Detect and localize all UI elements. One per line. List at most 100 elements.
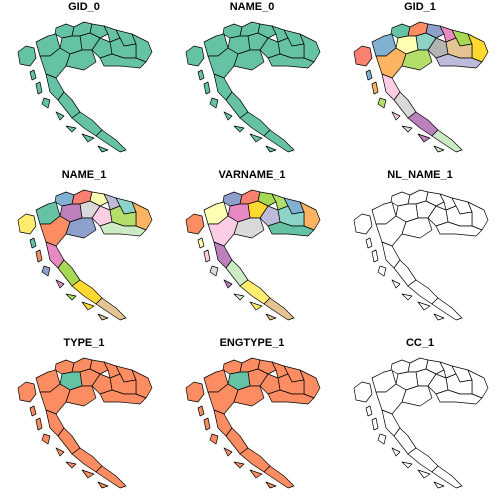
island-region: [97, 313, 109, 321]
county-region: [435, 221, 483, 237]
island-region: [97, 481, 109, 489]
panel-title: VARNAME_1: [218, 169, 286, 181]
island-region: [41, 265, 51, 277]
county-region: [267, 221, 315, 237]
panel-title: ENGTYPE_1: [219, 337, 285, 349]
island-region: [209, 97, 219, 109]
island-region: [55, 111, 65, 121]
county-region: [99, 389, 147, 405]
island-region: [209, 265, 219, 277]
island-region: [365, 405, 373, 417]
county-region: [257, 23, 277, 39]
county-region: [71, 111, 103, 137]
county-region: [65, 217, 97, 239]
croatia-map: [353, 189, 489, 321]
island-region: [197, 405, 205, 417]
county-region: [431, 129, 463, 153]
map-panel-name-0: NAME_0: [168, 0, 336, 168]
island-region: [65, 461, 77, 469]
county-region: [353, 381, 373, 403]
county-region: [425, 191, 445, 207]
county-region: [435, 53, 483, 69]
island-region: [233, 293, 245, 301]
map-panel-nl-name-1: NL_NAME_1: [336, 168, 504, 336]
island-region: [249, 301, 263, 311]
island-region: [377, 265, 387, 277]
island-region: [377, 97, 387, 109]
island-region: [35, 249, 43, 263]
county-region: [233, 217, 265, 239]
island-region: [249, 133, 263, 143]
island-region: [391, 279, 401, 289]
croatia-map: [185, 21, 321, 153]
panel-title: NAME_1: [61, 169, 107, 181]
county-region: [95, 129, 127, 153]
island-region: [401, 293, 413, 301]
island-region: [55, 279, 65, 289]
island-region: [197, 237, 205, 249]
county-region: [257, 191, 277, 207]
map-panel-varname-1: VARNAME_1: [168, 168, 336, 336]
map-panel-type-1: TYPE_1: [0, 336, 168, 504]
island-region: [265, 481, 277, 489]
island-region: [81, 469, 95, 479]
island-region: [265, 145, 277, 153]
county-region: [257, 359, 277, 375]
county-region: [17, 213, 37, 235]
county-region: [353, 45, 373, 67]
croatia-map: [17, 189, 153, 321]
map-panel-cc-1: CC_1: [336, 336, 504, 504]
island-region: [223, 111, 233, 121]
county-region: [233, 385, 265, 407]
island-region: [203, 249, 211, 263]
county-region: [353, 213, 373, 235]
island-region: [401, 125, 413, 133]
county-region: [233, 49, 265, 71]
county-region: [99, 53, 147, 69]
island-region: [65, 125, 77, 133]
county-region: [89, 191, 109, 207]
county-region: [425, 23, 445, 39]
island-region: [265, 313, 277, 321]
croatia-map: [185, 189, 321, 321]
county-region: [95, 297, 127, 321]
county-region: [239, 279, 271, 305]
island-region: [365, 69, 373, 81]
island-region: [233, 125, 245, 133]
county-region: [17, 381, 37, 403]
map-panel-engtype-1: ENGTYPE_1: [168, 336, 336, 504]
island-region: [223, 279, 233, 289]
county-region: [401, 49, 433, 71]
island-region: [203, 417, 211, 431]
island-region: [249, 469, 263, 479]
island-region: [371, 81, 379, 95]
county-region: [17, 45, 37, 67]
island-region: [29, 237, 37, 249]
county-region: [267, 389, 315, 405]
county-region: [425, 359, 445, 375]
county-region: [401, 385, 433, 407]
county-region: [89, 359, 109, 375]
county-region: [263, 129, 295, 153]
island-region: [223, 447, 233, 457]
island-region: [233, 461, 245, 469]
island-region: [433, 145, 445, 153]
county-region: [431, 465, 463, 489]
county-region: [267, 53, 315, 69]
county-region: [431, 297, 463, 321]
island-region: [197, 69, 205, 81]
island-region: [65, 293, 77, 301]
island-region: [81, 133, 95, 143]
county-region: [185, 45, 205, 67]
county-region: [407, 447, 439, 473]
island-region: [377, 433, 387, 445]
island-region: [391, 111, 401, 121]
island-region: [41, 433, 51, 445]
island-region: [433, 481, 445, 489]
island-region: [97, 145, 109, 153]
county-region: [239, 447, 271, 473]
county-region: [95, 465, 127, 489]
panel-title: GID_0: [68, 1, 100, 13]
county-region: [185, 213, 205, 235]
island-region: [417, 133, 431, 143]
